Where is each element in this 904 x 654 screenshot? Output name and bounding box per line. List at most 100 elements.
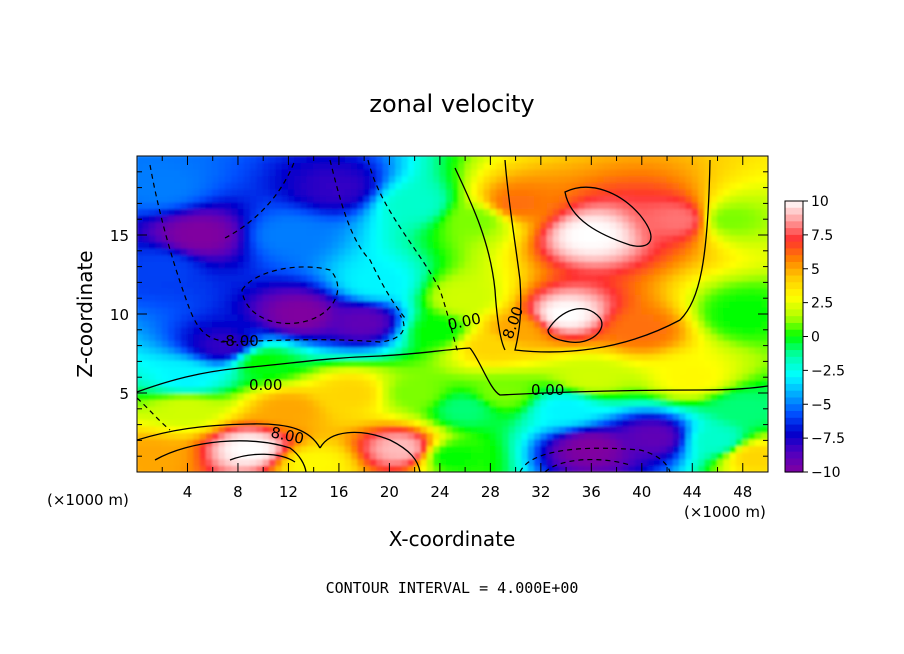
heatmap-cell — [729, 254, 737, 262]
heatmap-cell — [748, 379, 756, 387]
heatmap-cell — [205, 346, 214, 354]
heatmap-cell — [407, 359, 416, 368]
heatmap-cell — [407, 353, 416, 361]
heatmap-cell — [603, 247, 611, 256]
heatmap-cell — [546, 399, 554, 407]
heatmap-cell — [275, 306, 283, 315]
heatmap-cell — [445, 221, 453, 229]
heatmap-cell — [401, 293, 409, 302]
heatmap-cell — [559, 366, 567, 374]
heatmap-cell — [262, 392, 271, 401]
heatmap-cell — [395, 280, 403, 289]
heatmap-cell — [742, 254, 750, 262]
heatmap-cell — [464, 201, 472, 210]
heatmap-cell — [597, 195, 605, 203]
heatmap-cell — [761, 300, 768, 308]
heatmap-cell — [186, 464, 195, 472]
heatmap-cell — [628, 181, 636, 190]
heatmap-cell — [710, 267, 719, 275]
heatmap-cell — [439, 359, 447, 368]
heatmap-cell — [698, 458, 706, 466]
heatmap-cell — [477, 359, 485, 368]
heatmap-cell — [212, 359, 220, 368]
heatmap-cell — [609, 241, 618, 249]
heatmap-cell — [407, 241, 416, 249]
heatmap-cell — [641, 300, 649, 308]
heatmap-cell — [294, 445, 302, 453]
heatmap-cell — [161, 366, 170, 374]
heatmap-cell — [420, 392, 428, 401]
heatmap-cell — [155, 412, 163, 420]
contour-label-text: -8.00 — [220, 332, 259, 350]
heatmap-cell — [653, 221, 662, 229]
heatmap-cell — [634, 195, 643, 203]
heatmap-cell — [597, 418, 605, 427]
heatmap-cell — [723, 392, 731, 401]
heatmap-cell — [578, 425, 586, 433]
heatmap-cell — [174, 274, 182, 282]
heatmap-cell — [388, 306, 397, 315]
heatmap-cell — [439, 366, 447, 374]
heatmap-cell — [679, 287, 687, 295]
heatmap-cell — [540, 346, 548, 354]
heatmap-cell — [704, 247, 712, 256]
heatmap-cell — [338, 156, 346, 164]
heatmap-cell — [616, 175, 624, 183]
heatmap-cell — [237, 293, 245, 302]
heatmap-cell — [717, 339, 725, 348]
heatmap-cell — [168, 293, 176, 302]
heatmap-cell — [691, 280, 700, 289]
colorbar-swatch — [785, 404, 803, 412]
heatmap-cell — [306, 418, 315, 427]
heatmap-cell — [319, 385, 327, 394]
heatmap-cell — [137, 221, 144, 229]
heatmap-cell — [420, 195, 428, 203]
heatmap-cell — [149, 366, 157, 374]
heatmap-cell — [452, 181, 460, 190]
heatmap-cell — [243, 201, 252, 210]
heatmap-cell — [729, 156, 737, 164]
heatmap-cell — [275, 313, 283, 322]
heatmap-cell — [363, 306, 371, 315]
colorbar-swatch — [785, 356, 803, 365]
heatmap-cell — [483, 438, 491, 447]
heatmap-cell — [137, 175, 144, 183]
heatmap-cell — [483, 379, 491, 387]
heatmap-cell — [742, 195, 750, 203]
heatmap-cell — [287, 274, 296, 282]
heatmap-cell — [205, 241, 214, 249]
heatmap-cell — [237, 300, 245, 308]
heatmap-cell — [489, 168, 498, 177]
heatmap-cell — [351, 241, 359, 249]
heatmap-cell — [445, 464, 453, 472]
heatmap-cell — [761, 260, 768, 269]
heatmap-cell — [426, 267, 435, 275]
heatmap-cell — [382, 287, 390, 295]
heatmap-cell — [660, 267, 668, 275]
heatmap-cell — [477, 293, 485, 302]
heatmap-cell — [515, 221, 523, 229]
heatmap-cell — [231, 306, 239, 315]
heatmap-cell — [653, 208, 662, 216]
heatmap-cell — [578, 293, 586, 302]
heatmap-cell — [224, 412, 233, 420]
heatmap-cell — [237, 445, 245, 453]
heatmap-cell — [401, 412, 409, 420]
heatmap-cell — [351, 201, 359, 210]
heatmap-cell — [534, 385, 542, 394]
heatmap-cell — [704, 168, 712, 177]
heatmap-cell — [433, 168, 441, 177]
heatmap-cell — [590, 353, 599, 361]
heatmap-cell — [616, 227, 624, 236]
heatmap-cell — [641, 241, 649, 249]
heatmap-cell — [685, 306, 693, 315]
heatmap-cell — [565, 168, 573, 177]
heatmap-cell — [660, 372, 668, 381]
heatmap-cell — [281, 405, 289, 414]
heatmap-cell — [590, 458, 599, 466]
heatmap-cell — [672, 372, 681, 381]
heatmap-cell — [414, 379, 422, 387]
heatmap-cell — [672, 405, 681, 414]
heatmap-cell — [546, 372, 554, 381]
heatmap-cell — [426, 175, 435, 183]
